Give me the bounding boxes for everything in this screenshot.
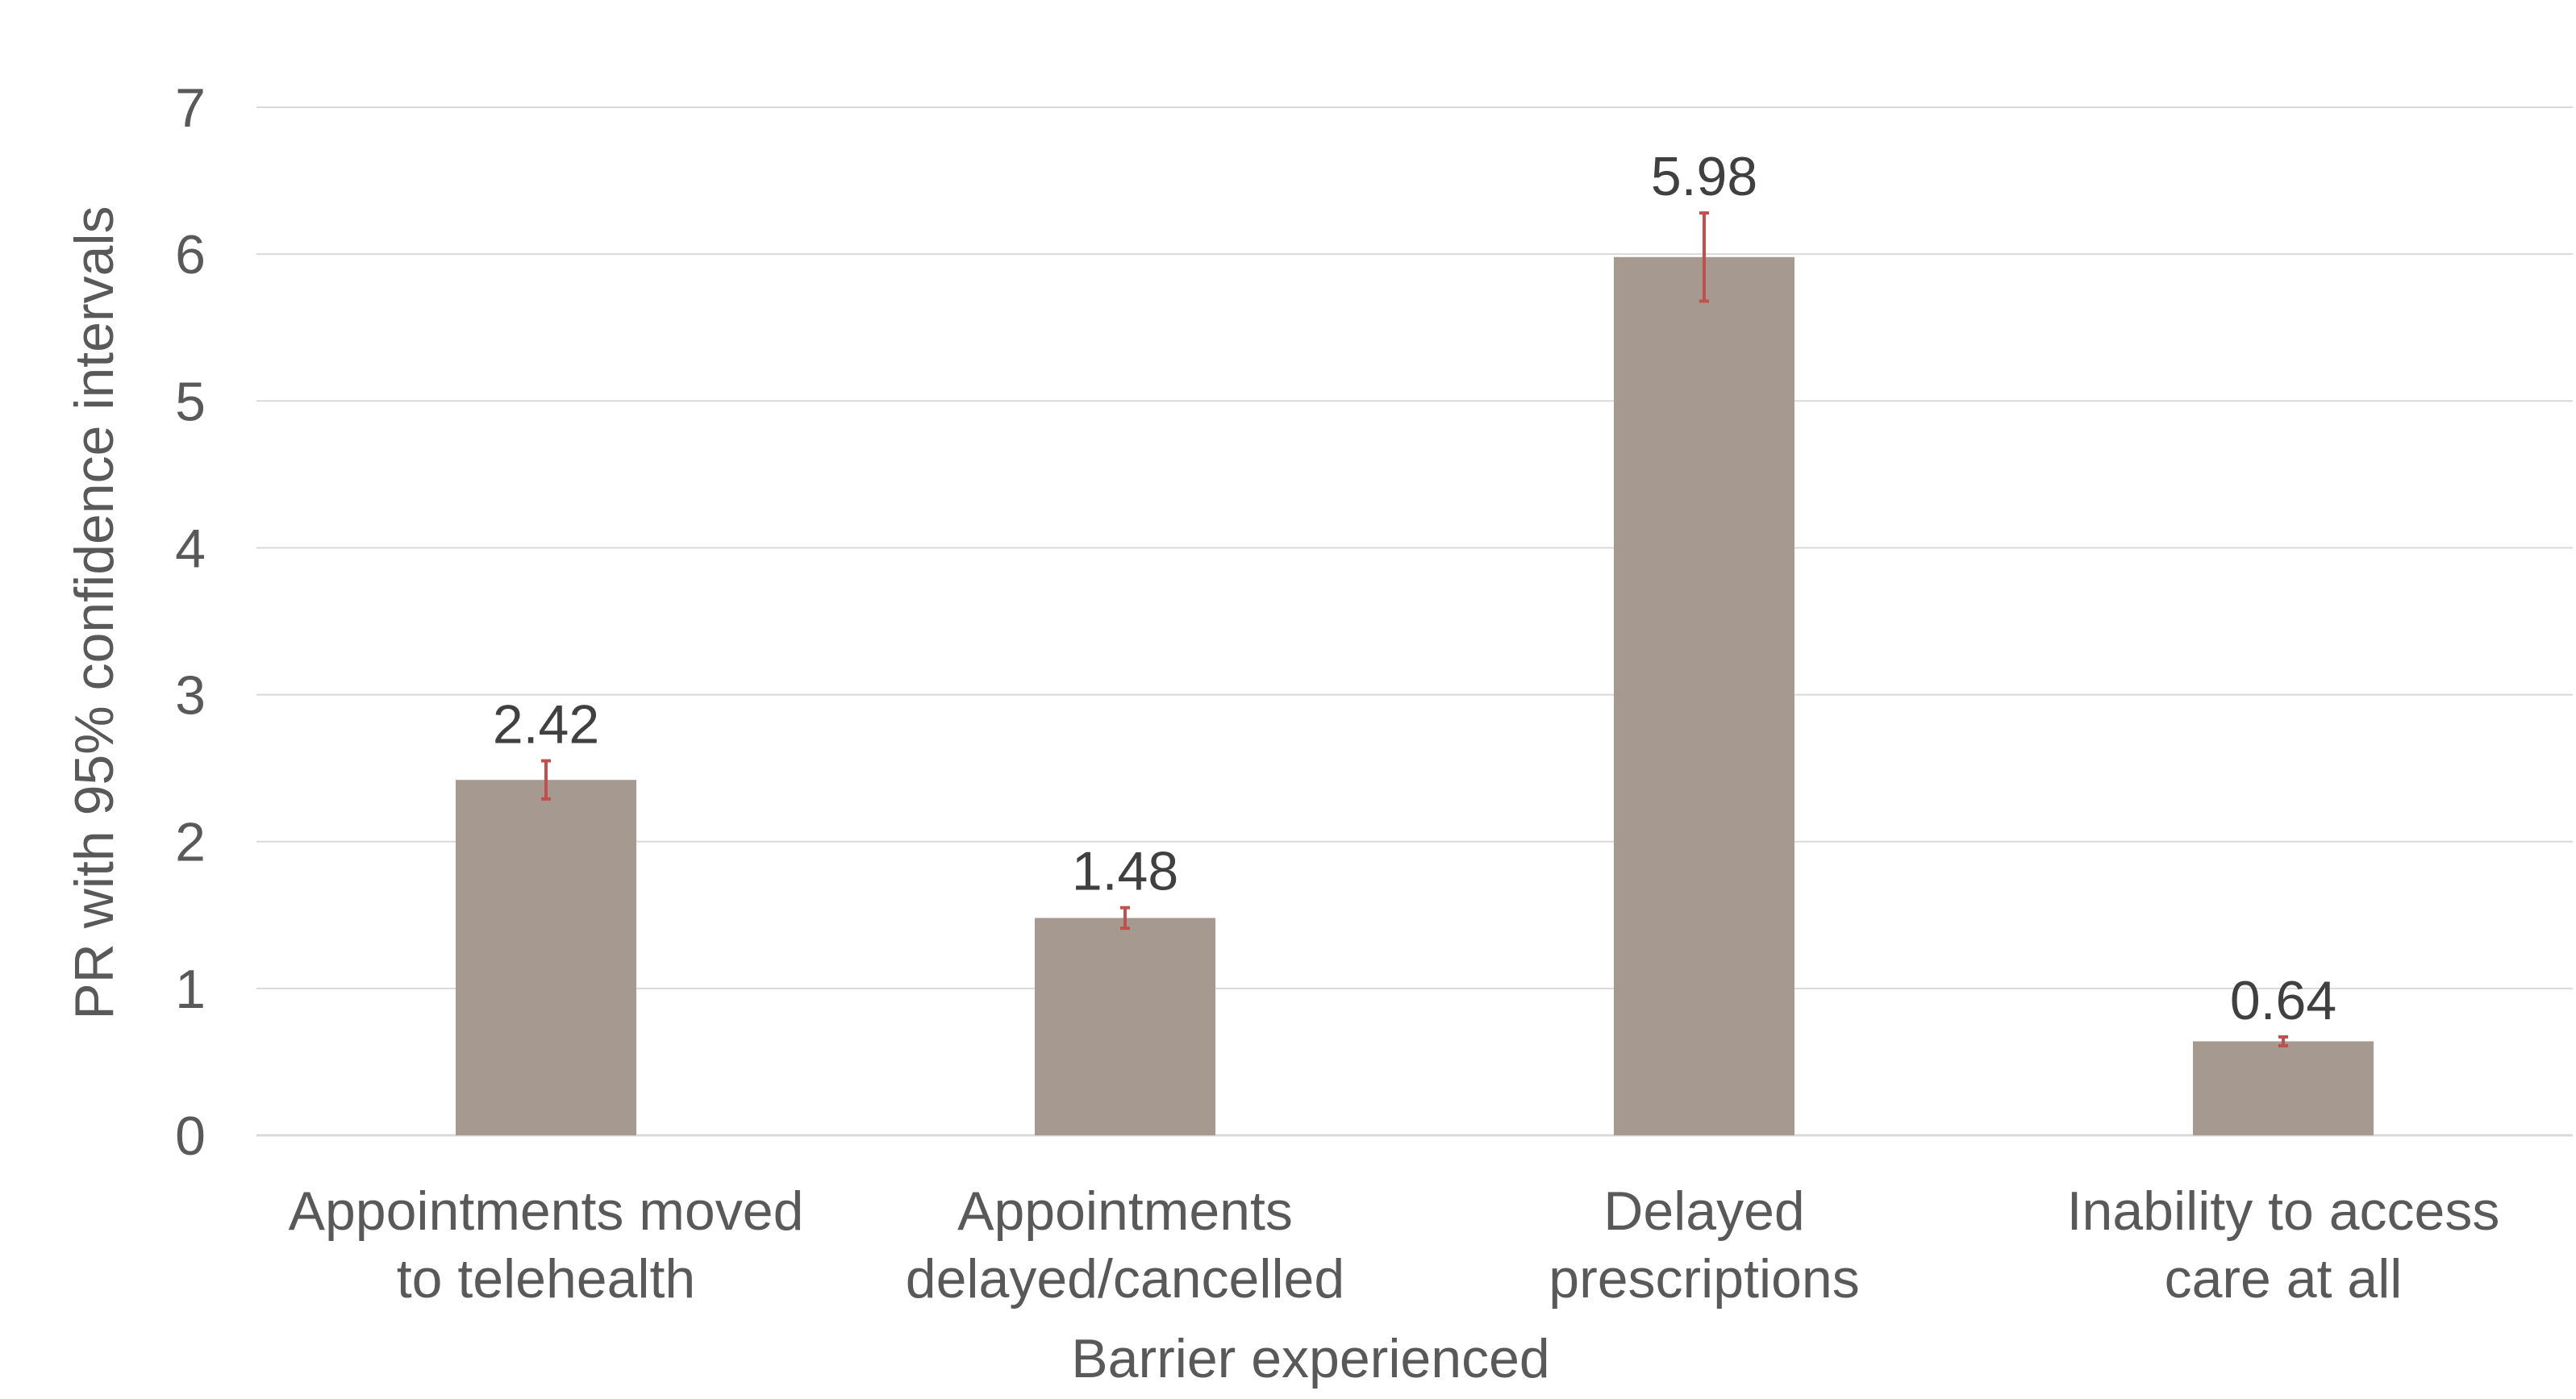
bar: [2193, 1041, 2374, 1135]
y-axis-title: PR with 95% confidence intervals: [64, 206, 125, 1019]
data-label: 1.48: [1072, 841, 1178, 902]
y-tick-label: 3: [175, 665, 206, 727]
x-axis-title: Barrier experienced: [1071, 1328, 1549, 1389]
bar: [1614, 256, 1794, 1136]
x-category-label: Delayed prescriptions: [1549, 1180, 1860, 1309]
y-tick-label: 2: [175, 812, 206, 873]
bars: [456, 256, 2374, 1136]
error-bar: [541, 759, 551, 801]
error-bars: [541, 211, 2288, 1047]
y-tick-label: 5: [175, 371, 206, 432]
y-tick-label: 7: [175, 77, 206, 139]
bar: [456, 780, 636, 1135]
y-tick-label: 1: [175, 959, 206, 1020]
error-bar: [1120, 906, 1130, 931]
data-label: 2.42: [493, 694, 599, 756]
error-bar: [1699, 211, 1709, 303]
y-tick-label: 6: [175, 224, 206, 285]
gridlines: [256, 106, 2573, 1137]
data-label: 5.98: [1651, 146, 1757, 207]
data-labels: 2.42 1.48 5.98 0.64: [493, 146, 2336, 1031]
x-category-label: Appointments delayed/cancelled: [906, 1180, 1344, 1309]
bar: [1035, 918, 1215, 1135]
x-category-label: Inability to access care at all: [2067, 1180, 2500, 1309]
y-axis-ticks: 0 1 2 3 4 5 6 7: [175, 77, 206, 1167]
x-axis-categories: Appointments moved to telehealth Appointme…: [289, 1180, 2500, 1309]
y-tick-label: 4: [175, 518, 206, 579]
data-label: 0.64: [2230, 970, 2336, 1031]
error-bar: [2278, 1035, 2288, 1047]
x-category-label: Appointments moved to telehealth: [289, 1180, 804, 1309]
y-tick-label: 0: [175, 1105, 206, 1167]
